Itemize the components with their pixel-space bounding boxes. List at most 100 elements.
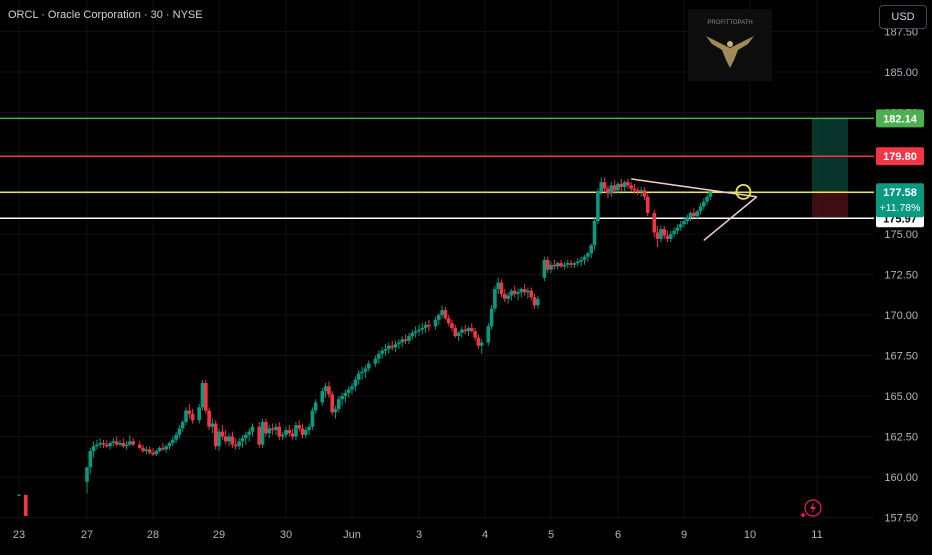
candle-body [310, 410, 315, 427]
candle-body [545, 259, 550, 270]
price-tick-label: 185.00 [884, 67, 918, 79]
candle-body [190, 413, 195, 421]
candle-body [632, 188, 637, 191]
horizontal-levels[interactable] [0, 117, 874, 220]
candle-body [463, 329, 467, 332]
triangle-pattern[interactable] [631, 178, 758, 242]
candle-body [512, 290, 517, 294]
candle-body [164, 446, 168, 450]
candle-body [366, 363, 371, 369]
candle-body [645, 196, 650, 213]
candle-body [223, 436, 228, 442]
candle-body [450, 323, 454, 328]
candle-body [672, 230, 676, 234]
candle-body [333, 408, 338, 413]
time-tick-label: 10 [744, 529, 756, 541]
candle-body [393, 344, 398, 348]
candle-body [662, 229, 666, 236]
candle-body [337, 399, 341, 409]
candle-body [549, 264, 553, 270]
symbol-header: ORCL · Oracle Corporation · 30 · NYSE [8, 9, 203, 21]
price-change-text: +11.78% [880, 202, 921, 214]
candle-body [121, 442, 126, 447]
candle-body [105, 444, 109, 447]
candle-body [124, 444, 129, 447]
candle-body [433, 319, 438, 327]
candle-body [204, 383, 208, 411]
price-label-box [876, 109, 924, 128]
candle-body [151, 452, 155, 455]
candle-body [313, 402, 318, 411]
candle-body [85, 467, 89, 482]
candle-body [652, 212, 657, 233]
candle-body [95, 444, 99, 447]
candle-body [506, 295, 510, 299]
candle-body [267, 428, 272, 434]
candle-body [24, 494, 28, 516]
target-zone [812, 118, 848, 193]
candle-body [397, 342, 401, 345]
candle-body [685, 217, 690, 222]
candle-body [157, 447, 162, 452]
candle-body [213, 423, 218, 447]
candle-body [555, 263, 560, 267]
candle-body [343, 392, 348, 396]
candle-body [274, 426, 278, 431]
time-tick-label: 29 [213, 529, 225, 541]
candle-body [708, 192, 713, 197]
candle-body [250, 426, 255, 432]
candle-body [559, 263, 563, 267]
price-tick-label: 165.00 [884, 391, 918, 403]
price-label-box [876, 147, 924, 166]
price-label-text: 177.58 [883, 187, 917, 199]
candle-body [403, 339, 408, 341]
candle-body [257, 426, 261, 445]
candle-body [138, 444, 142, 448]
long-position-tool[interactable] [812, 118, 848, 219]
price-label-box [876, 183, 924, 218]
candle-body [542, 259, 547, 278]
time-tick-label: 27 [81, 529, 93, 541]
candle-body [200, 383, 205, 408]
candle-body [572, 263, 577, 265]
triangle-lower-line [703, 196, 758, 242]
candle-body [233, 444, 238, 447]
candle-body [589, 245, 593, 254]
candle-body [596, 191, 600, 222]
price-tick-label: 162.50 [884, 432, 918, 444]
candle-body [629, 185, 633, 189]
candle-body [529, 290, 533, 298]
candle-body [320, 391, 325, 403]
candle-body [383, 349, 388, 351]
currency-button[interactable]: USD [879, 5, 927, 29]
candle-body [655, 232, 660, 239]
candle-body [387, 345, 391, 350]
candle-body [280, 434, 285, 437]
candle-body [622, 182, 627, 188]
candles [17, 177, 713, 516]
candle-body [141, 447, 145, 452]
candle-body [304, 430, 308, 435]
candle-body [586, 253, 590, 257]
time-axis[interactable]: 23 27 28 29 30 Jun 3 4 5 6 9 10 11 [13, 529, 823, 541]
watermark: PROFITTOPATH [688, 9, 772, 81]
candle-body [503, 293, 507, 299]
flash-icon[interactable] [800, 499, 822, 518]
candle-body [197, 407, 201, 421]
candle-body [437, 315, 441, 320]
candle-body [519, 289, 524, 293]
candle-body [108, 442, 112, 447]
candle-body [582, 256, 587, 260]
price-label-text: 182.14 [883, 113, 918, 125]
candle-body [569, 263, 573, 265]
candle-body [114, 441, 119, 445]
stop-zone [812, 192, 848, 219]
candle-body [154, 451, 159, 455]
price-tick-label: 157.50 [884, 513, 918, 525]
candle-body [489, 308, 494, 327]
candle-body [390, 345, 394, 348]
time-tick-label: 30 [280, 529, 292, 541]
candle-body [636, 190, 640, 192]
